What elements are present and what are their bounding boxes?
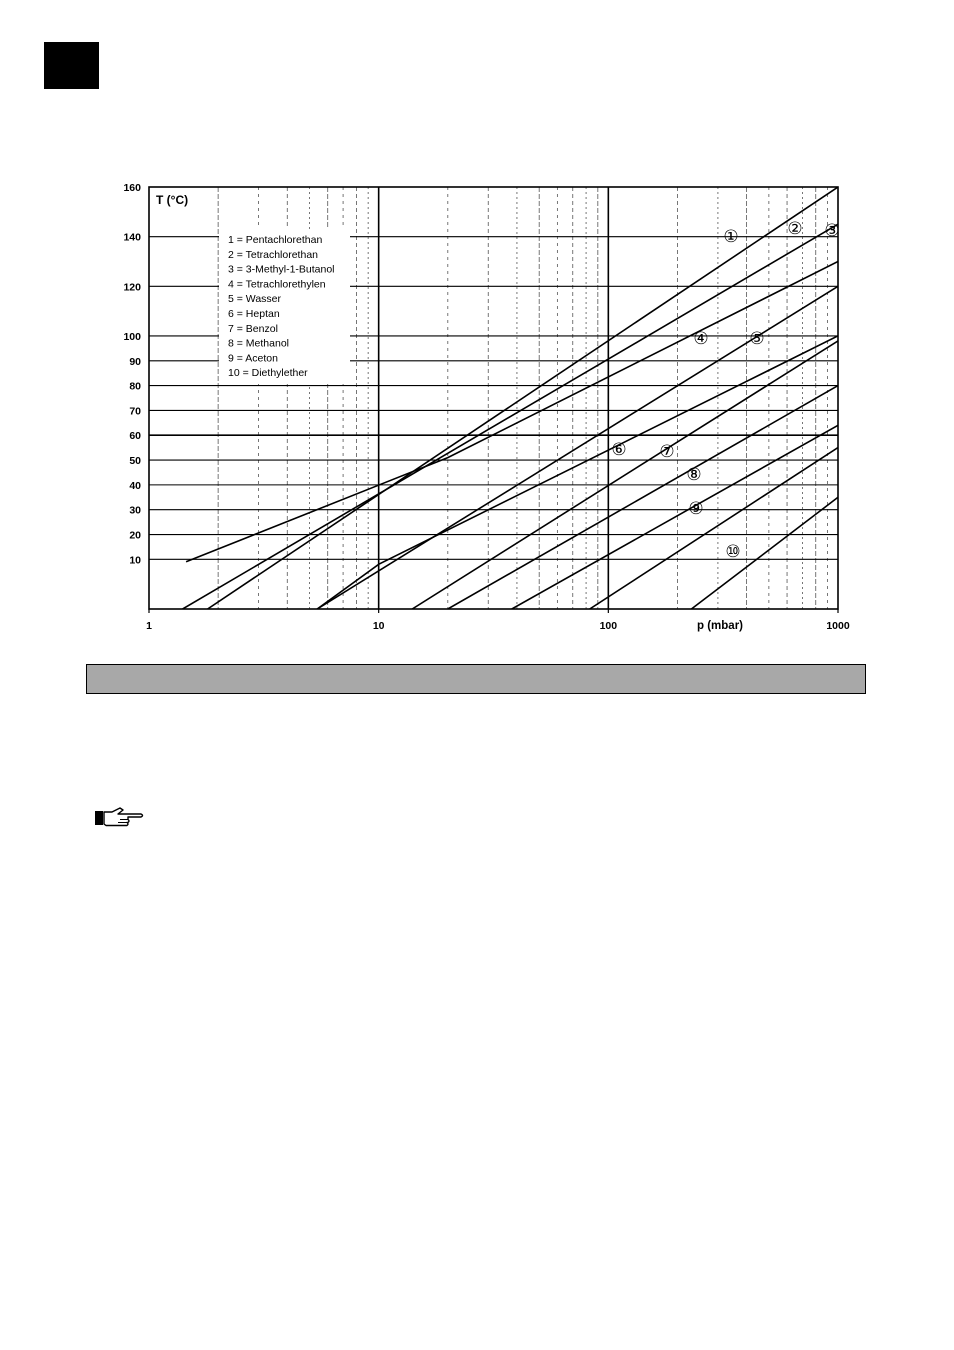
series-line-3 (185, 260, 838, 563)
legend-entry-10: 10 = Diethylether (228, 367, 308, 379)
y-tick-label: 80 (129, 381, 141, 393)
y-tick-label: 20 (129, 530, 141, 542)
legend-box (219, 229, 350, 384)
y-axis-label: T (°C) (156, 193, 188, 207)
y-tick-label: 40 (129, 480, 141, 492)
y-tick-label: 30 (129, 505, 141, 517)
series-marker-6: ⑥ (611, 440, 626, 460)
y-tick-label: 120 (123, 281, 141, 293)
x-axis-label: p (mbar) (697, 620, 743, 632)
series-line-5 (316, 335, 838, 609)
series-line-7 (447, 384, 838, 609)
pointing-hand-icon (95, 807, 144, 827)
series-marker-10: ⑩ (725, 542, 740, 562)
y-tick-label: 140 (123, 232, 141, 244)
y-tick-label: 10 (129, 554, 141, 566)
x-tick-label: 1000 (826, 620, 850, 632)
chart-svg: 1 = Pentachlorethan 2 = Tetrachlorethan 3 … (123, 182, 850, 632)
x-tick-label: 100 (600, 620, 618, 632)
legend-entry-5: 5 = Wasser (228, 293, 282, 305)
series-line-6 (411, 340, 838, 609)
legend-entry-8: 8 = Methanol (228, 338, 289, 350)
legend-entry-6: 6 = Heptan (228, 308, 280, 320)
x-tick-label: 10 (373, 620, 385, 632)
series-marker-9: ⑨ (688, 499, 703, 519)
series-line-1 (207, 187, 838, 609)
y-tick-label: 60 (129, 430, 141, 442)
section-divider-bar (86, 664, 866, 694)
plot-frame (148, 186, 839, 610)
series-marker-8: ⑧ (686, 465, 701, 485)
series-marker-5: ⑤ (749, 329, 764, 349)
series-marker-7: ⑦ (659, 442, 674, 462)
section-marker-tab (44, 42, 99, 89)
legend-entry-1: 1 = Pentachlorethan (228, 234, 322, 246)
series-line-9 (589, 446, 838, 609)
legend-entry-3: 3 = 3-Methyl-1-Butanol (228, 264, 335, 276)
y-tick-label: 100 (123, 331, 141, 343)
y-tick-label: 160 (123, 182, 141, 194)
x-tick-label: 1 (146, 620, 152, 632)
y-tick-label: 50 (129, 455, 141, 467)
series-marker-1: ① (723, 227, 738, 247)
vapor-pressure-chart: 1 = Pentachlorethan 2 = Tetrachlorethan 3 … (0, 0, 954, 650)
legend-entry-7: 7 = Benzol (228, 323, 278, 335)
y-tick-label: 90 (129, 356, 141, 368)
series-marker-2: ② (787, 219, 802, 239)
series-line-8 (511, 424, 838, 609)
series-marker-4: ④ (693, 329, 708, 349)
legend-entry-4: 4 = Tetrachlorethylen (228, 278, 326, 290)
series-marker-3: ③ (824, 221, 839, 241)
y-tick-label: 70 (129, 405, 141, 417)
series-line-2 (182, 223, 838, 609)
series-line-4 (316, 285, 838, 609)
legend-entry-9: 9 = Aceton (228, 352, 278, 364)
legend-entry-2: 2 = Tetrachlorethan (228, 249, 318, 261)
series-line-10 (690, 496, 838, 609)
